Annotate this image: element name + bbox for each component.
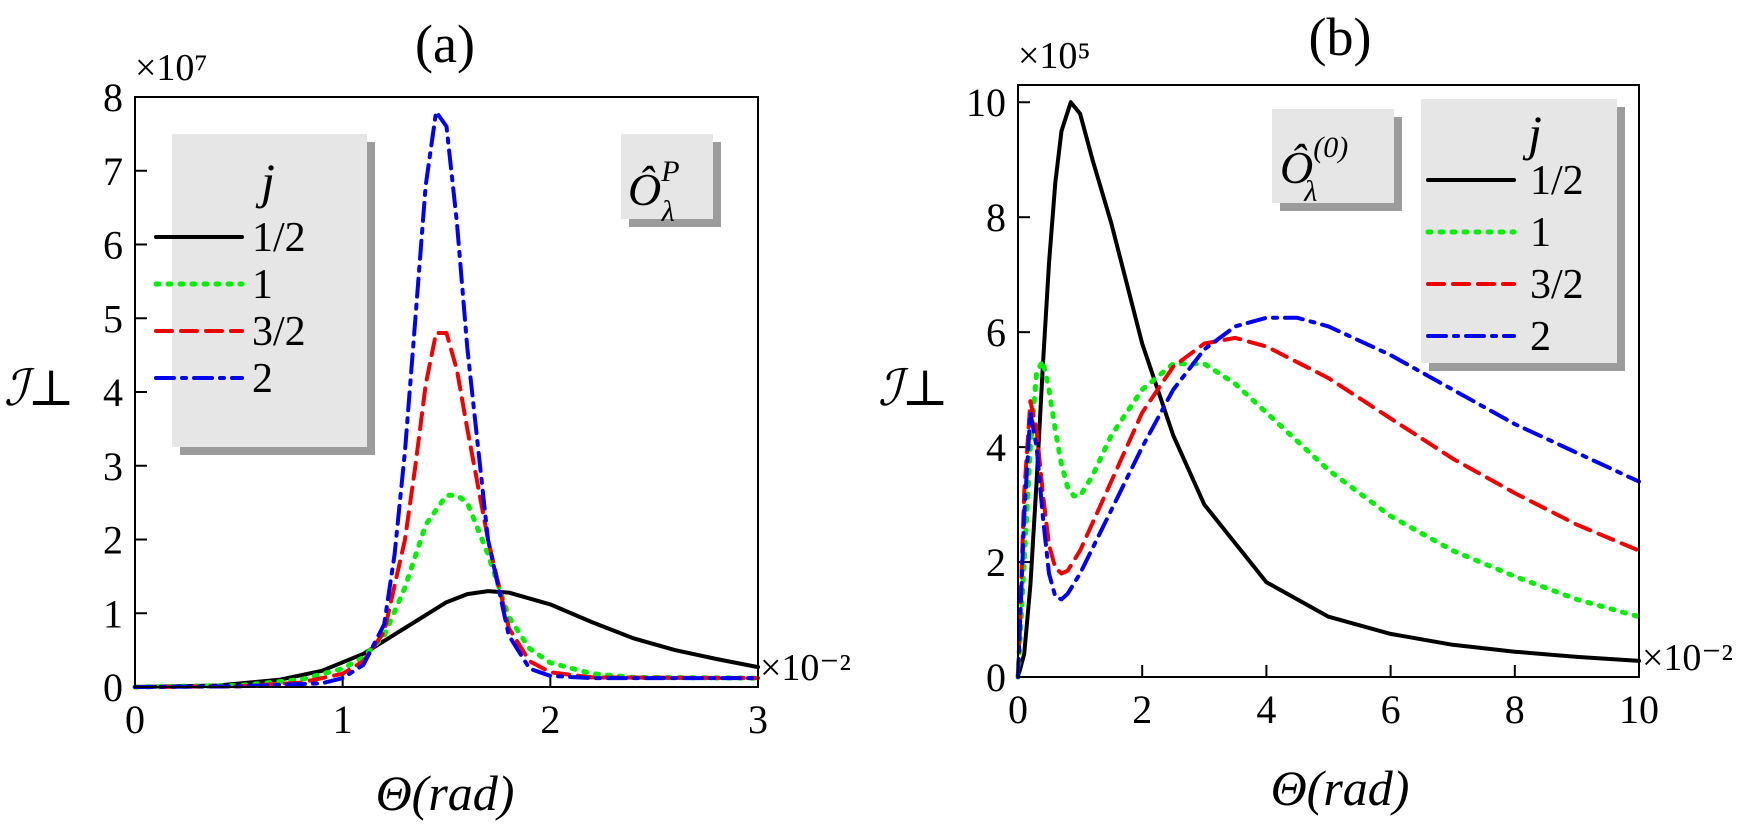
panel-b-x-multiplier: ×10⁻² [1642, 637, 1733, 679]
panel-b-x-axis-title: Θ(rad) [1271, 760, 1410, 816]
panel-a-plot-frame [134, 96, 759, 688]
panel-a-y-tick-label-5: 5 [103, 296, 123, 341]
panel-b: (b) ×10⁵ ×10⁻² ℐ⊥ Θ(rad) 0 2 4 6 8 10 0 2 4 6 8 10 … [878, 7, 1733, 816]
panel-b-plot-frame [1017, 84, 1640, 678]
panel-a-operator-box: ÔP λ [621, 134, 721, 228]
panel-b-series-3 [1016, 315, 1641, 679]
panel-b-operator-box: Ô(0) λ [1272, 109, 1402, 211]
panel-a-y-tick-label-7: 7 [103, 149, 123, 194]
panel-a-y-tick-label-6: 6 [103, 223, 123, 268]
panel-a-legend-label-2: 3/2 [252, 309, 306, 355]
panel-a-series-3 [133, 109, 760, 689]
panel-b-ticks: 0 2 4 6 8 10 0 2 4 6 8 10 [966, 80, 1659, 732]
panel-a-series-0 [133, 589, 760, 689]
panel-b-x-tick-label-5: 10 [1619, 687, 1659, 732]
panel-b-legend-label-3: 2 [1530, 314, 1551, 360]
panel-a-y-axis-title: ℐ⊥ [4, 360, 75, 416]
panel-a-ticks: 0 1 2 3 0 1 2 3 4 5 6 7 8 [103, 75, 768, 742]
panel-b-x-tick-label-4: 8 [1505, 687, 1525, 732]
panel-a-legend-label-3: 2 [252, 356, 273, 402]
panel-b-legend: j 1/213/22 [1421, 99, 1625, 371]
panel-b-y-tick-label-3: 6 [986, 310, 1006, 355]
panel-a-x-tick-label-2: 2 [540, 697, 560, 742]
panel-b-y-tick-label-0: 0 [986, 655, 1006, 700]
panel-b-y-axis-title: ℐ⊥ [878, 360, 949, 416]
panel-b-label: (b) [1309, 7, 1372, 67]
panel-b-x-tick-label-3: 6 [1381, 687, 1401, 732]
panel-a-x-multiplier: ×10⁻² [760, 647, 851, 689]
panel-a-series-1 [132, 492, 761, 690]
panel-b-series-1 [1015, 358, 1642, 680]
panel-a-y-tick-label-1: 1 [103, 591, 123, 636]
panel-a-operator-label: ÔP λ [628, 155, 680, 228]
panel-b-y-multiplier: ×10⁵ [1018, 35, 1091, 77]
panel-b-y-tick-label-4: 8 [986, 195, 1006, 240]
panel-a-label: (a) [415, 14, 475, 74]
panel-a-legend-label-1: 1 [252, 262, 273, 308]
panel-b-series [1015, 100, 1642, 680]
panel-b-x-tick-label-2: 4 [1256, 687, 1276, 732]
panel-b-legend-label-0: 1/2 [1530, 158, 1584, 204]
panel-b-x-tick-label-1: 2 [1132, 687, 1152, 732]
panel-b-y-tick-label-2: 4 [986, 425, 1006, 470]
panel-a-y-tick-label-4: 4 [103, 370, 123, 415]
panel-b-legend-label-1: 1 [1530, 210, 1551, 256]
panel-b-operator-label: Ô(0) λ [1280, 131, 1348, 208]
panel-a-y-multiplier: ×10⁷ [135, 47, 208, 89]
panel-a-x-tick-label-0: 0 [125, 697, 145, 742]
panel-a-series [132, 109, 761, 690]
panel-b-legend-label-2: 3/2 [1530, 262, 1584, 308]
panel-a-x-tick-label-1: 1 [333, 697, 353, 742]
panel-a-y-tick-label-3: 3 [103, 444, 123, 489]
panel-a-x-tick-label-3: 3 [748, 697, 768, 742]
panel-a-legend-label-0: 1/2 [252, 215, 306, 261]
panel-b-y-tick-label-1: 2 [986, 540, 1006, 585]
panel-a-legend: j 1/213/22 [153, 134, 375, 455]
panel-b-y-tick-label-5: 10 [966, 80, 1006, 125]
panel-b-x-tick-label-0: 0 [1008, 687, 1028, 732]
panel-a-series-2 [133, 331, 760, 689]
panel-a-y-tick-label-8: 8 [103, 75, 123, 120]
panel-b-series-0 [1016, 100, 1641, 679]
panel-a-x-axis-title: Θ(rad) [376, 765, 515, 821]
panel-a-y-tick-label-2: 2 [103, 518, 123, 563]
panel-a-y-tick-label-0: 0 [103, 665, 123, 710]
